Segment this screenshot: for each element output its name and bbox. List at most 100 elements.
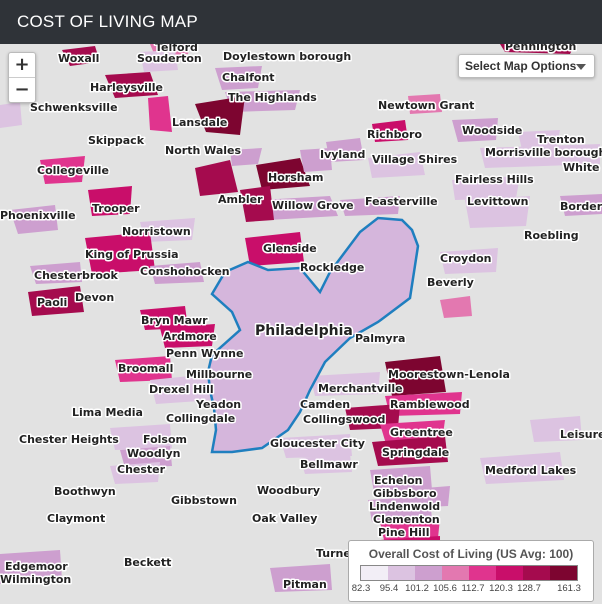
place-label: Ambler xyxy=(218,193,263,206)
app-header: COST OF LIVING MAP xyxy=(0,0,602,44)
region-border xyxy=(560,194,602,216)
region-villageshires xyxy=(368,152,425,178)
legend-swatch xyxy=(415,566,442,580)
place-label: Gibbsboro xyxy=(373,487,437,500)
legend-tick: 112.7 xyxy=(461,583,485,594)
place-label: Palmyra xyxy=(355,332,405,345)
place-label: Morrisville borough xyxy=(485,146,602,159)
place-label: Lansdale xyxy=(172,116,227,129)
place-label: Harleysville xyxy=(90,81,163,94)
page-title: COST OF LIVING MAP xyxy=(17,12,198,31)
place-label: Collegeville xyxy=(37,164,109,177)
region-highlands xyxy=(225,90,300,112)
region-trooper xyxy=(88,186,132,216)
place-label: Medford Lakes xyxy=(485,464,577,477)
place-label: Oak Valley xyxy=(252,512,317,525)
region-moorestown xyxy=(385,356,446,396)
place-label: White xyxy=(563,161,599,174)
caret-down-icon xyxy=(576,64,586,70)
place-label: Echelon xyxy=(374,474,423,487)
place-label: Penn Wynne xyxy=(166,347,243,360)
zoom-out-button[interactable]: − xyxy=(9,77,35,102)
region-northwales xyxy=(230,148,262,166)
place-label: Woxall xyxy=(58,52,99,65)
region-ambler xyxy=(195,160,238,196)
legend-tick: 161.3 xyxy=(557,583,581,594)
legend-swatch xyxy=(388,566,415,580)
region-chalfont xyxy=(215,66,262,90)
region-willowgrove xyxy=(260,196,338,220)
place-label: Beverly xyxy=(427,276,474,289)
legend-tick: 95.4 xyxy=(379,583,399,594)
region-horsham xyxy=(256,158,310,190)
region-kop xyxy=(85,232,155,274)
place-label: Collingswood xyxy=(303,413,385,426)
region-ivyland xyxy=(326,138,364,162)
region-n-2 xyxy=(408,94,442,114)
place-label: Devon xyxy=(75,291,114,304)
philadelphia-boundary[interactable] xyxy=(206,216,420,454)
place-label: Pennington xyxy=(505,44,576,53)
place-label: Trenton xyxy=(537,133,585,146)
place-label: Boothwyn xyxy=(54,485,116,498)
place-label: The Highlands xyxy=(228,91,317,104)
place-label: Greentree xyxy=(390,426,453,439)
region-woxall xyxy=(62,46,100,66)
place-label: Beckett xyxy=(124,556,171,569)
region-broomall xyxy=(115,356,172,382)
map-options-dropdown[interactable]: Select Map Options xyxy=(458,54,595,78)
region-clementon xyxy=(380,518,440,540)
place-label: Chester xyxy=(117,463,166,476)
region-trenton xyxy=(518,130,560,150)
place-label: King of Prussia xyxy=(85,248,179,261)
region-chesterbrook xyxy=(30,262,82,284)
place-label: Yeadon xyxy=(195,398,241,411)
place-label: Fairless Hills xyxy=(455,173,534,186)
place-label: Collingdale xyxy=(166,412,235,425)
place-labels: Telford Souderton Woxall Doylestown boro… xyxy=(0,44,602,593)
region-skippack xyxy=(148,96,172,132)
place-label: Newtown Grant xyxy=(378,99,474,112)
legend-ticks: 82.3 95.4 101.2 105.6 112.7 120.3 128.7 … xyxy=(349,583,593,597)
region-woodside xyxy=(452,118,498,142)
region-ardmore xyxy=(160,324,215,348)
region-collingswood xyxy=(345,404,400,430)
place-label: Springdale xyxy=(382,446,449,459)
region-harleysville xyxy=(105,72,158,98)
place-label: Skippack xyxy=(88,134,145,147)
place-label: Feasterville xyxy=(365,195,438,208)
place-label: Moorestown-Lenola xyxy=(388,368,510,381)
region-levittown xyxy=(465,196,530,228)
region-drexelhill xyxy=(150,374,214,404)
region-lindenwold xyxy=(368,496,432,522)
zoom-control: + − xyxy=(8,52,36,103)
region-abington xyxy=(240,186,274,222)
place-label: Edgemoor xyxy=(5,560,68,573)
place-label: Broomall xyxy=(118,362,173,375)
place-label: Telford xyxy=(155,44,198,54)
place-label: Ivyland xyxy=(320,148,365,161)
place-label: Lindenwold xyxy=(369,500,440,513)
region-richboro xyxy=(372,120,408,142)
legend-tick: 120.3 xyxy=(489,583,513,594)
map-canvas[interactable]: Telford Souderton Woxall Doylestown boro… xyxy=(0,44,602,604)
region-folsom xyxy=(110,424,172,450)
place-label: Millbourne xyxy=(186,368,252,381)
place-label: Doylestown borough xyxy=(223,50,351,63)
place-label: Richboro xyxy=(367,128,422,141)
place-label: Souderton xyxy=(137,52,202,65)
legend-tick: 105.6 xyxy=(433,583,457,594)
region-phoenixville xyxy=(10,205,58,234)
legend-swatches xyxy=(360,565,578,581)
place-label: Levittown xyxy=(467,195,528,208)
map-svg[interactable]: Telford Souderton Woxall Doylestown boro… xyxy=(0,44,602,604)
region-merchantville xyxy=(310,372,380,396)
map-options-label: Select Map Options xyxy=(465,59,577,73)
region-pennington xyxy=(500,44,575,54)
place-label: Norristown xyxy=(122,225,191,238)
place-label: Lima Media xyxy=(72,406,143,419)
region-bellmawr xyxy=(300,454,352,474)
region-se-1 xyxy=(440,296,472,318)
region-bryn-mawr xyxy=(140,306,188,330)
zoom-in-button[interactable]: + xyxy=(14,54,30,75)
